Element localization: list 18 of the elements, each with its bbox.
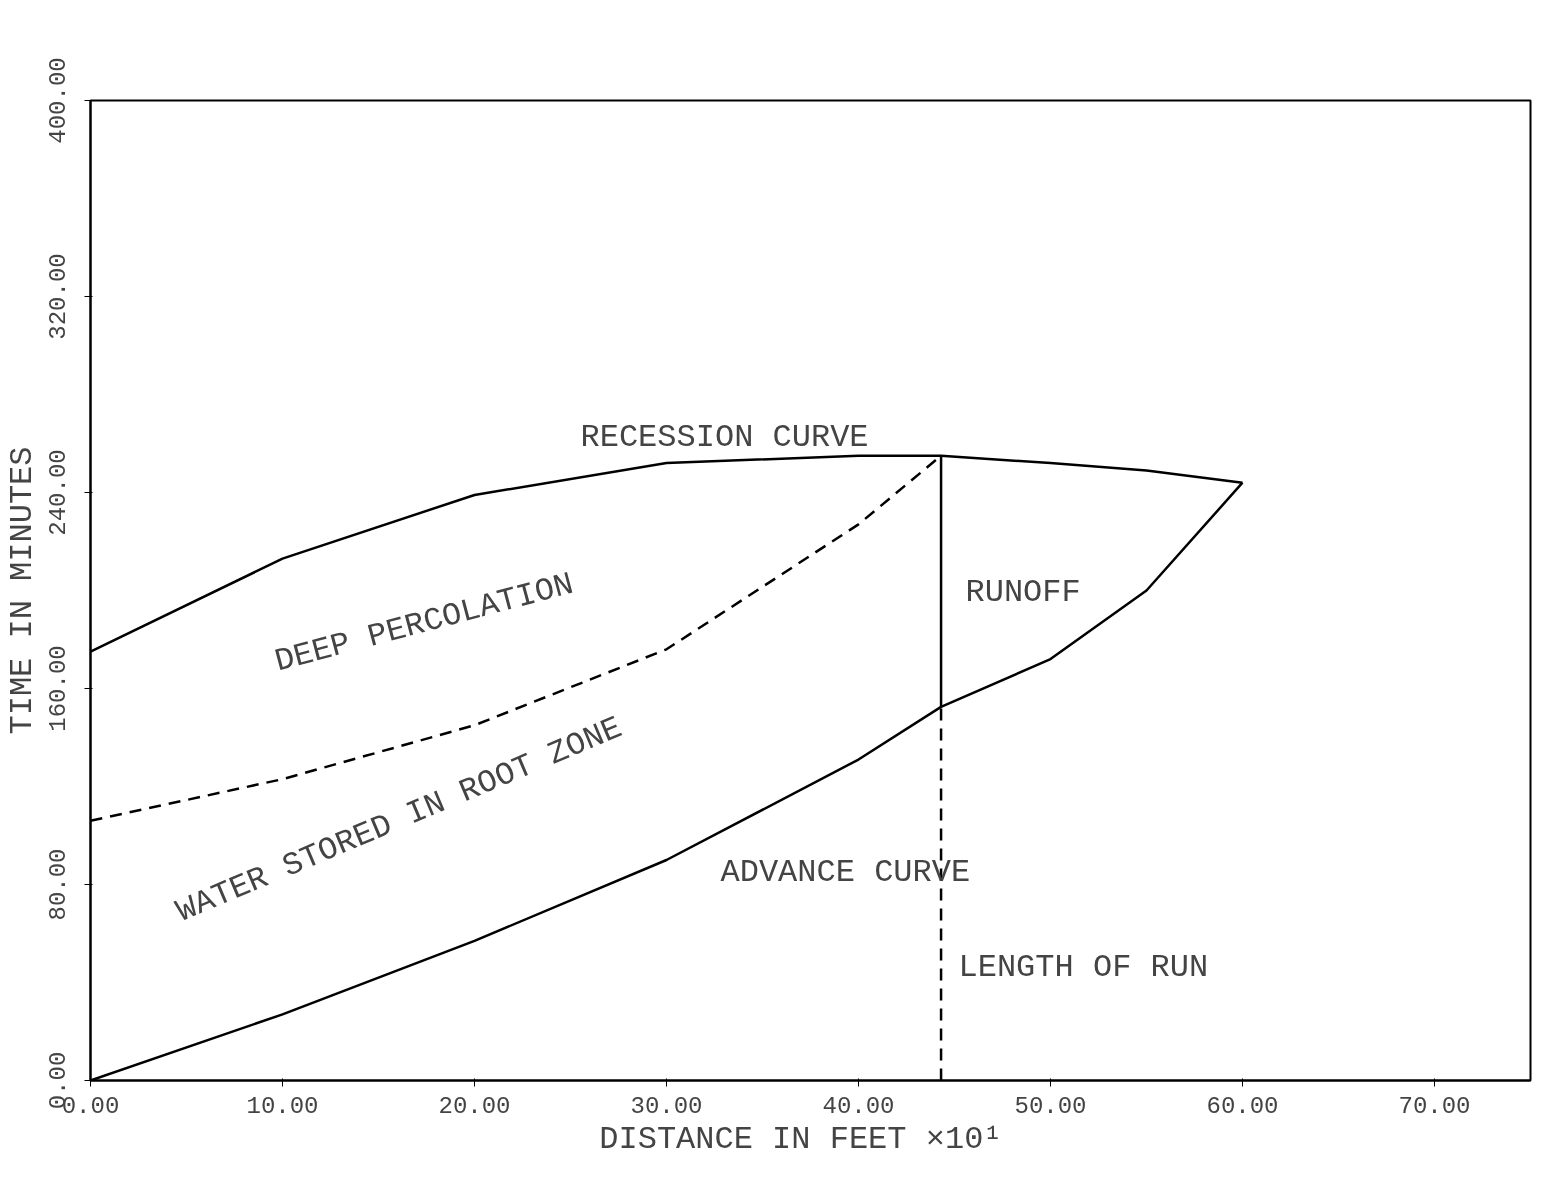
x-tick-label: 30.00 <box>630 1092 703 1120</box>
y-tick-label: 400.00 <box>44 57 72 144</box>
x-tick-label: 60.00 <box>1206 1092 1279 1120</box>
x-axis-title: DISTANCE IN FEET ×10¹ <box>599 1120 1003 1158</box>
x-tick-label: 20.00 <box>438 1092 511 1120</box>
annotation: LENGTH OF RUN <box>958 948 1209 986</box>
x-tick-label: 40.00 <box>822 1092 895 1120</box>
x-tick-label: 10.00 <box>246 1092 319 1120</box>
x-tick-label: 70.00 <box>1398 1092 1471 1120</box>
y-axis-title: TIME IN MINUTES <box>3 446 41 735</box>
y-tick-label: 160.00 <box>44 645 72 732</box>
x-tick-label: 50.00 <box>1014 1092 1087 1120</box>
annotation: ADVANCE CURVE <box>720 853 971 891</box>
y-tick-label: 240.00 <box>44 449 72 536</box>
y-tick-label: 320.00 <box>44 253 72 340</box>
annotation: RUNOFF <box>965 573 1081 611</box>
y-tick-label: 80.00 <box>44 848 72 921</box>
annotation: RECESSION CURVE <box>580 418 869 456</box>
